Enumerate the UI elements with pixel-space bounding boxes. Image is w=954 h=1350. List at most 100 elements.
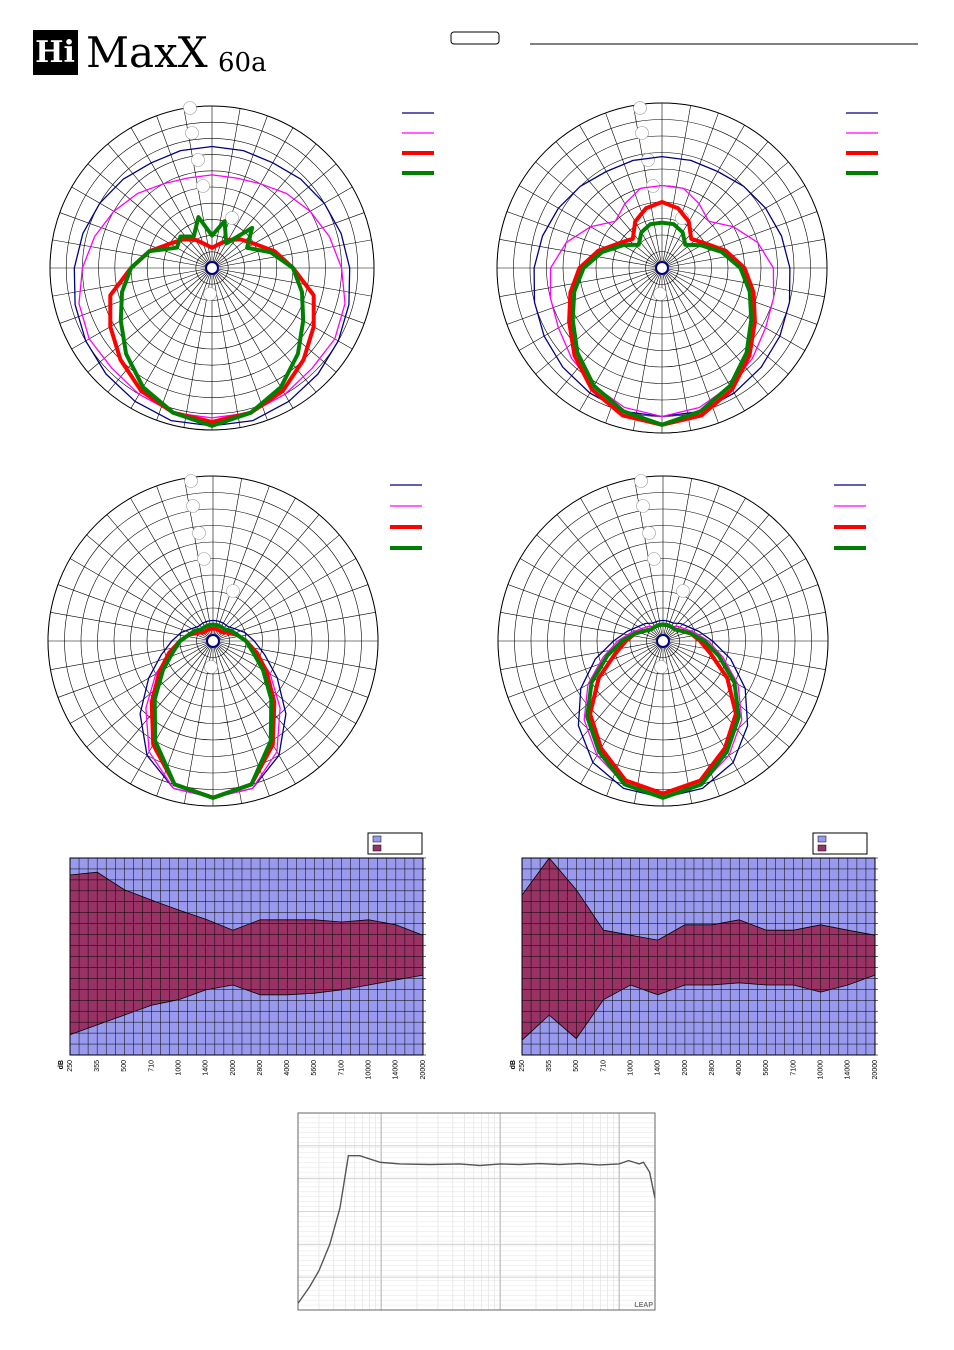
x-tick-label: 2000 <box>682 1060 689 1076</box>
grid-ring <box>497 475 829 807</box>
x-tick-label: 250 <box>519 1060 526 1072</box>
label-dot <box>653 287 667 301</box>
center-dot <box>656 634 670 648</box>
x-tick-label: 710 <box>600 1060 607 1072</box>
grid-ring <box>514 492 812 790</box>
polar-curve <box>577 619 749 799</box>
label-dot <box>204 660 218 674</box>
x-tick-label: 2800 <box>257 1060 264 1076</box>
variant: 60a <box>218 48 267 78</box>
legend-swatch <box>817 835 827 843</box>
label-dot <box>226 584 240 598</box>
response-line <box>297 1155 656 1304</box>
grid-ring <box>98 154 326 382</box>
label-dot <box>185 126 199 140</box>
grid-ring <box>195 251 229 285</box>
polar-curve <box>149 626 277 800</box>
grid-ring <box>163 219 261 317</box>
legend-swatch <box>372 835 382 843</box>
label-dot <box>634 474 648 488</box>
grid-ring <box>496 102 828 434</box>
x-tick-label: 10000 <box>366 1060 373 1080</box>
grid-ring <box>596 574 730 708</box>
polar-curve <box>152 622 274 800</box>
label-dot <box>192 526 206 540</box>
grid-ring <box>47 475 379 807</box>
grid-ring <box>563 541 763 741</box>
x-tick-label: 500 <box>573 1060 580 1072</box>
x-tick-label: 10000 <box>818 1060 825 1080</box>
x-tick-label: 20000 <box>872 1060 879 1080</box>
label-dot <box>642 526 656 540</box>
legend-box <box>367 832 423 855</box>
grid-ring <box>163 591 263 691</box>
plot-frame <box>521 857 876 1056</box>
label-dot <box>225 211 239 225</box>
grid-ring <box>580 558 746 724</box>
plot-frame <box>297 1112 656 1311</box>
label-dot <box>184 474 198 488</box>
polar-curve <box>139 619 287 799</box>
polar-curve <box>549 184 775 418</box>
x-tick-label: 5600 <box>763 1060 770 1076</box>
grid-ring <box>114 170 310 366</box>
grid-ring <box>628 234 696 302</box>
model: MaxX <box>86 28 208 77</box>
label-dot <box>654 660 668 674</box>
x-tick-label: 7100 <box>790 1060 797 1076</box>
grid-ring <box>612 218 712 318</box>
polar-curve <box>108 237 316 424</box>
label-dot <box>676 584 690 598</box>
legend-box <box>812 832 868 855</box>
x-tick-label: 14000 <box>393 1060 400 1080</box>
label-dot <box>196 179 210 193</box>
plot-frame <box>69 857 424 1056</box>
grid-ring <box>49 105 375 431</box>
band-upper <box>69 871 424 936</box>
grid-ring <box>64 492 362 790</box>
label-dot <box>191 153 205 167</box>
watermark: LEAP <box>634 1302 653 1309</box>
x-axis-label: dB <box>58 1060 65 1069</box>
label-dot <box>636 499 650 513</box>
label-dot <box>635 126 649 140</box>
center-dot <box>655 261 669 275</box>
grid-ring <box>65 121 359 415</box>
polar-curve <box>567 200 757 427</box>
label-dot <box>203 287 217 301</box>
legend-swatch <box>817 844 827 852</box>
polar-curve <box>73 145 351 427</box>
x-tick-label: 4000 <box>284 1060 291 1076</box>
x-tick-label: 4000 <box>736 1060 743 1076</box>
grid-ring <box>146 202 278 334</box>
polar-curve <box>118 215 306 428</box>
legend-swatch <box>372 844 382 852</box>
center-dot <box>205 261 219 275</box>
x-tick-label: 500 <box>121 1060 128 1072</box>
polar-curve <box>585 622 741 800</box>
band-upper <box>521 857 876 941</box>
label-dot <box>647 552 661 566</box>
grid-ring <box>546 152 778 384</box>
x-tick-label: 7100 <box>338 1060 345 1076</box>
header-box <box>450 31 500 45</box>
label-dot <box>641 153 655 167</box>
x-axis-label: dB <box>510 1060 517 1069</box>
grid-ring <box>562 168 762 368</box>
x-tick-label: 1000 <box>627 1060 634 1076</box>
grid-ring <box>97 525 329 757</box>
x-tick-label: 1400 <box>203 1060 210 1076</box>
grid-ring <box>645 251 679 285</box>
x-tick-label: 2800 <box>709 1060 716 1076</box>
x-tick-label: 250 <box>67 1060 74 1072</box>
x-tick-label: 355 <box>94 1060 101 1072</box>
polar-curve <box>533 155 791 418</box>
grid-ring <box>80 508 346 774</box>
x-tick-label: 14000 <box>845 1060 852 1080</box>
grid-ring <box>629 607 697 675</box>
grid-ring <box>529 135 795 401</box>
x-tick-label: 5600 <box>311 1060 318 1076</box>
x-tick-label: 355 <box>546 1060 553 1072</box>
